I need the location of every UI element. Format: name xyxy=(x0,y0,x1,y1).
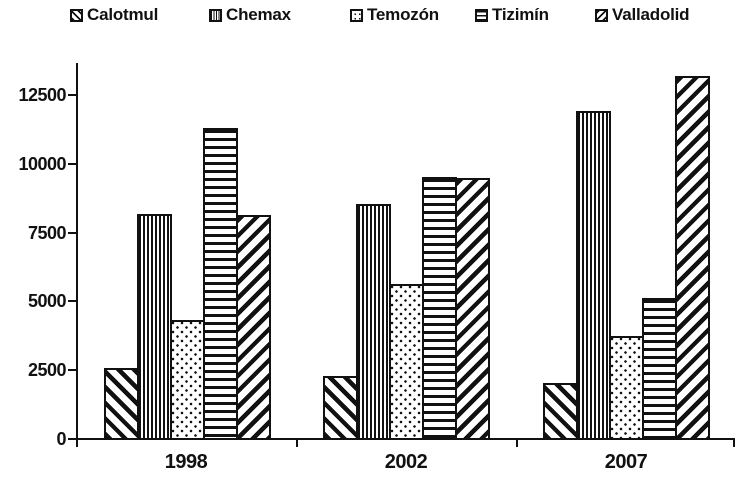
plot-area xyxy=(78,63,736,438)
bar-valladolid-2002 xyxy=(455,178,491,438)
x-axis-line xyxy=(76,438,735,440)
x-category-label-2007: 2007 xyxy=(604,451,648,473)
y-tick-mark xyxy=(68,163,76,165)
y-tick-mark xyxy=(68,438,76,440)
legend-label: Chemax xyxy=(226,5,291,24)
y-tick-mark xyxy=(68,94,76,96)
bar-group-2002 xyxy=(297,63,516,438)
legend-label: Calotmul xyxy=(87,5,159,24)
y-tick-label: 5000 xyxy=(27,291,67,311)
x-tick-mark xyxy=(516,440,518,447)
dots-swatch-icon xyxy=(350,8,363,22)
legend-label: Valladolid xyxy=(612,5,690,24)
y-tick-mark xyxy=(68,369,76,371)
bar-group-2007 xyxy=(517,63,736,438)
bar-temozon-2002 xyxy=(389,284,425,438)
bar-calotmul-2002 xyxy=(323,376,359,438)
x-category-label-1998: 1998 xyxy=(164,451,208,473)
bar-calotmul-1998 xyxy=(104,368,140,438)
y-tick-mark xyxy=(68,232,76,234)
diagonal-down-swatch-icon xyxy=(70,8,83,22)
y-tick-label: 12500 xyxy=(18,85,66,105)
legend-item-tizimin: Tizimín xyxy=(475,4,549,26)
legend-item-valladolid: Valladolid xyxy=(595,4,690,26)
bar-chemax-1998 xyxy=(137,214,173,438)
bar-valladolid-1998 xyxy=(236,215,272,438)
y-tick-mark xyxy=(68,300,76,302)
vertical-lines-swatch-icon xyxy=(209,8,222,22)
x-category-label-2002: 2002 xyxy=(384,451,428,473)
horizontal-lines-swatch-icon xyxy=(475,8,488,22)
x-tick-mark xyxy=(76,440,78,447)
bar-tizimin-2002 xyxy=(422,177,458,438)
y-tick-label: 0 xyxy=(56,429,66,449)
legend-label: Temozón xyxy=(367,5,439,24)
bar-tizimin-1998 xyxy=(203,128,239,438)
bar-temozon-1998 xyxy=(170,320,206,438)
legend-item-calotmul: Calotmul xyxy=(70,4,158,26)
legend-label: Tizimín xyxy=(492,5,549,24)
bar-temozon-2007 xyxy=(608,336,644,438)
y-tick-label: 10000 xyxy=(18,154,66,174)
bar-calotmul-2007 xyxy=(542,383,578,438)
bar-tizimin-2007 xyxy=(641,298,677,438)
bar-chemax-2007 xyxy=(575,111,611,438)
y-tick-label: 7500 xyxy=(27,223,67,243)
legend-item-temozon: Temozón xyxy=(350,4,439,26)
legend-item-chemax: Chemax xyxy=(209,4,291,26)
x-tick-mark xyxy=(733,440,735,447)
bar-group-1998 xyxy=(78,63,297,438)
bar-chemax-2002 xyxy=(356,204,392,438)
bar-valladolid-2007 xyxy=(674,76,710,438)
y-axis-line xyxy=(76,63,78,440)
x-tick-mark xyxy=(296,440,298,447)
diagonal-up-swatch-icon xyxy=(595,8,608,22)
y-tick-label: 2500 xyxy=(27,360,67,380)
